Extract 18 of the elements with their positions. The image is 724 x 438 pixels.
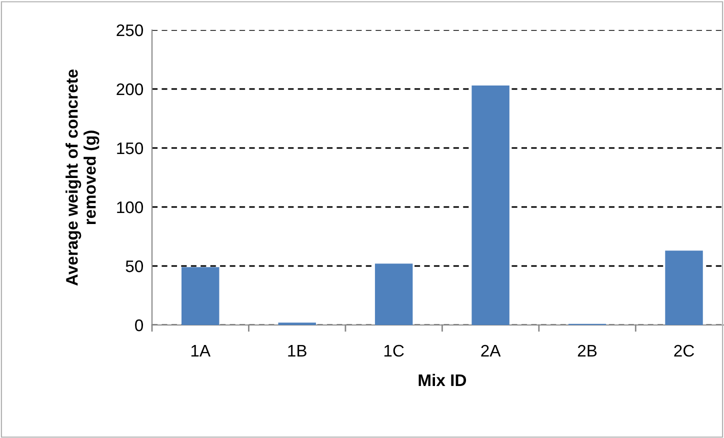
y-tick-label: 200	[116, 83, 144, 96]
y-tick-label: 250	[116, 24, 144, 36]
x-tick-label: 2B	[578, 344, 597, 357]
y-tick-label: 0	[135, 319, 144, 332]
x-tick-label: 1C	[384, 344, 404, 357]
x-tick-label: 2C	[674, 344, 694, 357]
x-tick-label: 1B	[288, 345, 306, 357]
y-axis-title: Average weight of concrete removed (g)	[66, 70, 100, 286]
bar	[374, 264, 413, 325]
y-tick-label: 100	[117, 201, 144, 214]
bar	[182, 267, 220, 325]
bar	[665, 250, 703, 325]
bar	[472, 85, 510, 325]
x-tick-label: 2A	[481, 344, 501, 357]
x-axis-title: Mix ID	[418, 374, 466, 386]
y-tick-label: 50	[126, 260, 144, 272]
x-tick-label: 1A	[191, 345, 211, 357]
y-tick-label: 150	[117, 142, 144, 154]
